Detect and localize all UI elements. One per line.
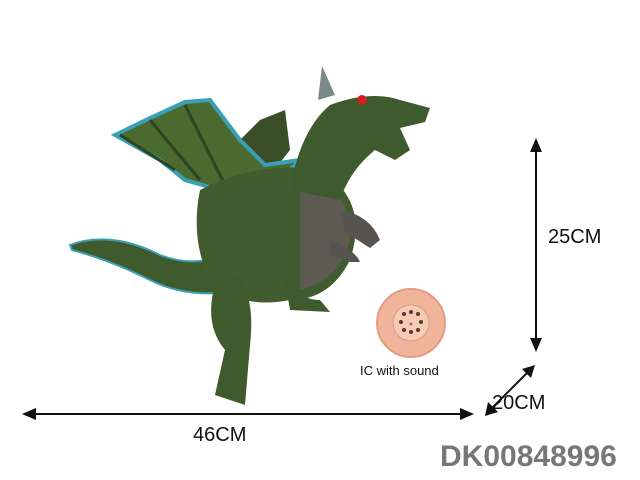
- dragon-figure: [68, 66, 430, 405]
- length-label: 46CM: [193, 424, 247, 446]
- sound-module-icon: [376, 288, 446, 358]
- dragon-eye: [357, 95, 367, 105]
- height-label: 25CM: [548, 226, 602, 248]
- sound-feature-label: IC with sound: [360, 363, 439, 378]
- item-code: DK00848996: [440, 440, 617, 473]
- dimension-arrows: [22, 138, 542, 420]
- depth-label: 20CM: [492, 392, 546, 414]
- depth-arrow: [489, 369, 531, 411]
